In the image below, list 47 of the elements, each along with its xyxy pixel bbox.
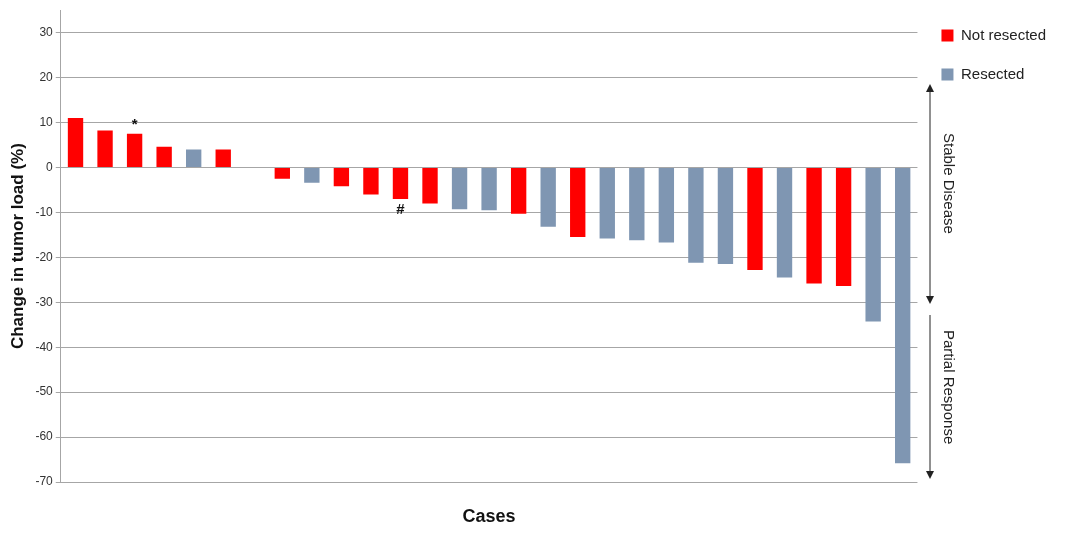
bar bbox=[688, 167, 704, 263]
y-tick-label: -30 bbox=[35, 294, 54, 309]
bar bbox=[776, 167, 793, 278]
bar bbox=[215, 149, 231, 167]
y-tick-label: -70 bbox=[35, 474, 54, 489]
y-tick-label: 10 bbox=[39, 114, 54, 129]
bar bbox=[126, 133, 143, 167]
bar bbox=[717, 167, 734, 265]
bar bbox=[599, 167, 615, 239]
bar bbox=[333, 167, 350, 187]
bar bbox=[451, 167, 468, 210]
x-axis-title: Cases bbox=[462, 506, 516, 527]
bar bbox=[363, 167, 379, 195]
bar bbox=[186, 149, 202, 167]
bar bbox=[392, 167, 409, 199]
bar bbox=[865, 167, 881, 322]
legend-label: Not resected bbox=[960, 25, 1047, 43]
y-tick-label: -60 bbox=[35, 429, 54, 444]
bar bbox=[304, 167, 320, 183]
data-label: * bbox=[131, 115, 138, 133]
bar bbox=[156, 146, 172, 167]
y-axis-title: Change in tumor load (%) bbox=[7, 143, 27, 350]
bar bbox=[510, 167, 527, 214]
y-tick-label: -20 bbox=[35, 249, 54, 264]
bar bbox=[274, 167, 290, 179]
bar bbox=[629, 167, 645, 241]
bar bbox=[540, 167, 556, 227]
bar bbox=[481, 167, 497, 211]
data-label: # bbox=[396, 199, 406, 217]
bar bbox=[895, 167, 911, 464]
text: Partial Response bbox=[941, 330, 958, 445]
bar bbox=[835, 167, 852, 287]
y-tick-label: -50 bbox=[35, 384, 54, 399]
y-tick-label: 30 bbox=[39, 24, 54, 39]
bar bbox=[67, 118, 84, 167]
text: Stable Disease bbox=[941, 133, 958, 234]
legend-label: Resected bbox=[960, 64, 1025, 82]
bar bbox=[97, 130, 113, 167]
y-tick-label: -10 bbox=[35, 204, 54, 219]
bar bbox=[747, 167, 763, 270]
bar bbox=[658, 167, 675, 243]
y-tick-label: -40 bbox=[35, 339, 54, 354]
y-tick-label: 20 bbox=[39, 69, 54, 84]
bar bbox=[806, 167, 822, 284]
y-tick-label: 0 bbox=[46, 159, 54, 174]
bar bbox=[570, 167, 586, 238]
bar bbox=[422, 167, 438, 204]
